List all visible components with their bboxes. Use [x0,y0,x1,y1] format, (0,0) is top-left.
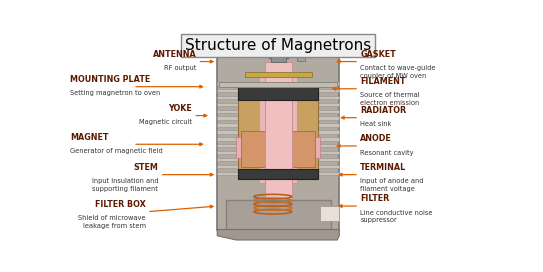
Text: Input of anode and
filament voltage: Input of anode and filament voltage [361,178,424,192]
Text: TERMINAL: TERMINAL [361,163,407,172]
Text: Input insulation and
supporting filament: Input insulation and supporting filament [92,178,159,192]
Bar [316,82,339,85]
Bar [238,87,318,100]
Bar [316,116,339,120]
Text: Heat sink: Heat sink [361,121,392,127]
Text: MAGNET: MAGNET [70,132,109,141]
Bar [316,89,339,92]
Text: Structure of Magnetrons: Structure of Magnetrons [185,38,371,53]
Bar [217,82,241,85]
Text: Source of thermal
electron emission: Source of thermal electron emission [361,92,420,106]
Bar [217,165,241,168]
Text: Generator of magnetic field: Generator of magnetic field [70,148,163,154]
Bar [320,206,339,221]
Bar [316,165,339,168]
Text: Shield of microwave
leakage from stem: Shield of microwave leakage from stem [78,215,146,229]
Bar [217,89,241,92]
Bar [260,75,297,183]
Bar [316,110,339,113]
Text: GASKET: GASKET [361,50,396,59]
Bar [316,130,339,134]
Text: Resonant cavity: Resonant cavity [361,150,414,156]
Bar [226,200,331,230]
Bar [316,158,339,161]
Text: Magnetic circuit: Magnetic circuit [139,119,192,125]
Bar [217,54,339,230]
Text: Setting magnetron to oven: Setting magnetron to oven [70,90,160,96]
Bar [217,144,241,147]
Bar [297,50,305,61]
Text: MOUNTING PLATE: MOUNTING PLATE [70,75,150,84]
Bar [316,144,339,147]
Bar [241,131,315,167]
Bar [217,110,241,113]
Bar [269,37,288,58]
Text: FILTER: FILTER [361,194,389,203]
Bar [316,96,339,99]
Bar [217,96,241,99]
Bar [238,91,318,179]
Text: Line conductive noise
suppressor: Line conductive noise suppressor [361,210,433,223]
Bar [316,123,339,127]
Text: ANODE: ANODE [361,134,392,143]
Bar [271,56,286,62]
Text: YOKE: YOKE [168,104,192,113]
Bar [217,151,241,154]
Polygon shape [217,230,339,240]
Bar [217,123,241,127]
Ellipse shape [267,139,290,158]
Bar [265,62,292,225]
Bar [217,137,241,141]
Text: FILTER BOX: FILTER BOX [95,200,146,209]
Bar [316,137,339,141]
Bar [244,72,312,77]
Text: RF output: RF output [164,65,196,71]
Bar [316,172,339,175]
Text: STEM: STEM [134,163,159,172]
Bar [217,172,241,175]
Text: ANTENNA: ANTENNA [153,50,196,59]
Bar [217,103,241,106]
Bar [236,137,320,158]
Text: Contact to wave-guide
coupler of MW oven: Contact to wave-guide coupler of MW oven [361,65,436,79]
Bar [219,82,337,87]
Bar [217,130,241,134]
Text: RADIATOR: RADIATOR [361,106,407,115]
Bar [316,151,339,154]
Bar [238,169,318,179]
Text: FILAMENT: FILAMENT [361,77,406,86]
Bar [316,103,339,106]
Bar [217,158,241,161]
Bar [217,116,241,120]
